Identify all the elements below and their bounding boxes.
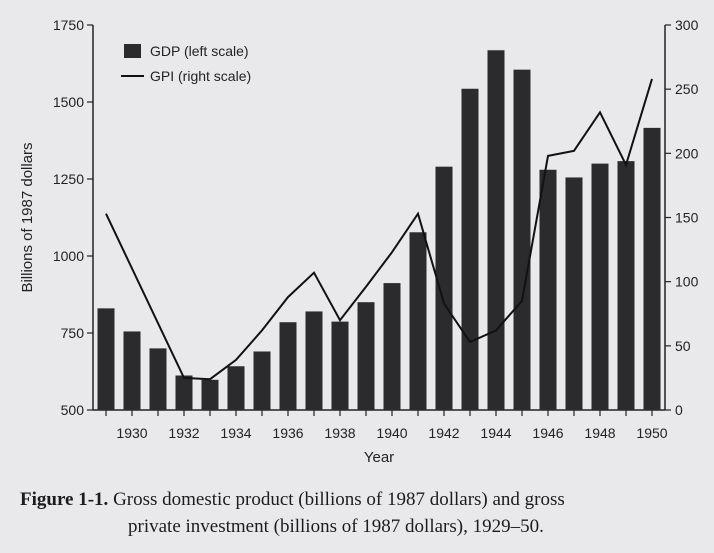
x-axis-tick-label: 1936 [272, 425, 303, 441]
right-axis-tick-label: 0 [675, 402, 683, 418]
left-axis-tick-label: 1250 [53, 171, 84, 187]
gdp-bar [123, 331, 141, 410]
right-axis-tick-label: 150 [675, 210, 699, 226]
x-axis-tick-label: 1950 [636, 425, 667, 441]
gpi-line [105, 78, 653, 381]
x-axis-tick-label: 1930 [116, 425, 147, 441]
gdp-bar [513, 69, 531, 410]
gdp-bar [435, 166, 453, 410]
legend-gdp-swatch [124, 44, 141, 58]
right-axis-tick-label: 300 [675, 17, 699, 33]
gdp-bar [409, 232, 427, 410]
legend-gpi-label: GPI (right scale) [150, 68, 251, 84]
gdp-bar [461, 88, 479, 411]
x-axis-tick-label: 1932 [168, 425, 199, 441]
x-axis-title: Year [364, 449, 394, 466]
gdp-bar [487, 50, 505, 410]
caption-label: Figure 1-1. [20, 489, 109, 510]
x-axis-tick-label: 1946 [532, 425, 563, 441]
right-axis-tick-label: 50 [675, 338, 691, 354]
gdp-bar [565, 177, 583, 410]
left-axis-tick-label: 500 [61, 402, 85, 418]
gdp-bar [305, 311, 323, 410]
caption-text-line2: private investment (billions of 1987 dol… [128, 516, 544, 537]
right-axis-tick-label: 250 [675, 81, 699, 97]
x-axis-tick-label: 1944 [480, 425, 511, 441]
gdp-bar [617, 161, 635, 410]
x-axis-tick-label: 1942 [428, 425, 459, 441]
x-axis-tick-label: 1948 [584, 425, 615, 441]
y-axis-title: Billions of 1987 dollars [19, 142, 36, 292]
caption-text-line1: Gross domestic product (billions of 1987… [113, 489, 565, 510]
right-axis-tick-label: 100 [675, 274, 699, 290]
gdp-bar [201, 379, 219, 410]
gdp-bar [227, 366, 245, 410]
gdp-bar [253, 351, 271, 410]
figure-caption: Figure 1-1. Gross domestic product (bill… [20, 486, 710, 540]
gdp-bar [357, 302, 375, 410]
x-axis-tick-label: 1938 [324, 425, 355, 441]
gdp-bar [279, 322, 297, 410]
left-axis-tick-label: 750 [61, 325, 85, 341]
gdp-bar [643, 127, 661, 410]
gdp-bar [539, 169, 557, 410]
gdp-bar [383, 283, 401, 410]
gdp-bar [175, 375, 193, 410]
left-axis-tick-label: 1750 [53, 17, 84, 33]
legend-gdp-label: GDP (left scale) [150, 43, 249, 59]
gdp-bar [591, 163, 609, 410]
right-axis-tick-label: 200 [675, 145, 699, 161]
x-axis-tick-label: 1940 [376, 425, 407, 441]
left-axis-tick-label: 1500 [53, 94, 84, 110]
gdp-bar [149, 348, 167, 410]
gdp-gpi-chart: 500 750 1000 1250 1500 1750 0 50 100 150 200 250 300… [19, 17, 699, 466]
x-axis-tick-label: 1934 [220, 425, 251, 441]
gdp-bar [97, 308, 115, 410]
left-axis-tick-label: 1000 [53, 248, 84, 264]
gdp-bar [331, 321, 349, 410]
